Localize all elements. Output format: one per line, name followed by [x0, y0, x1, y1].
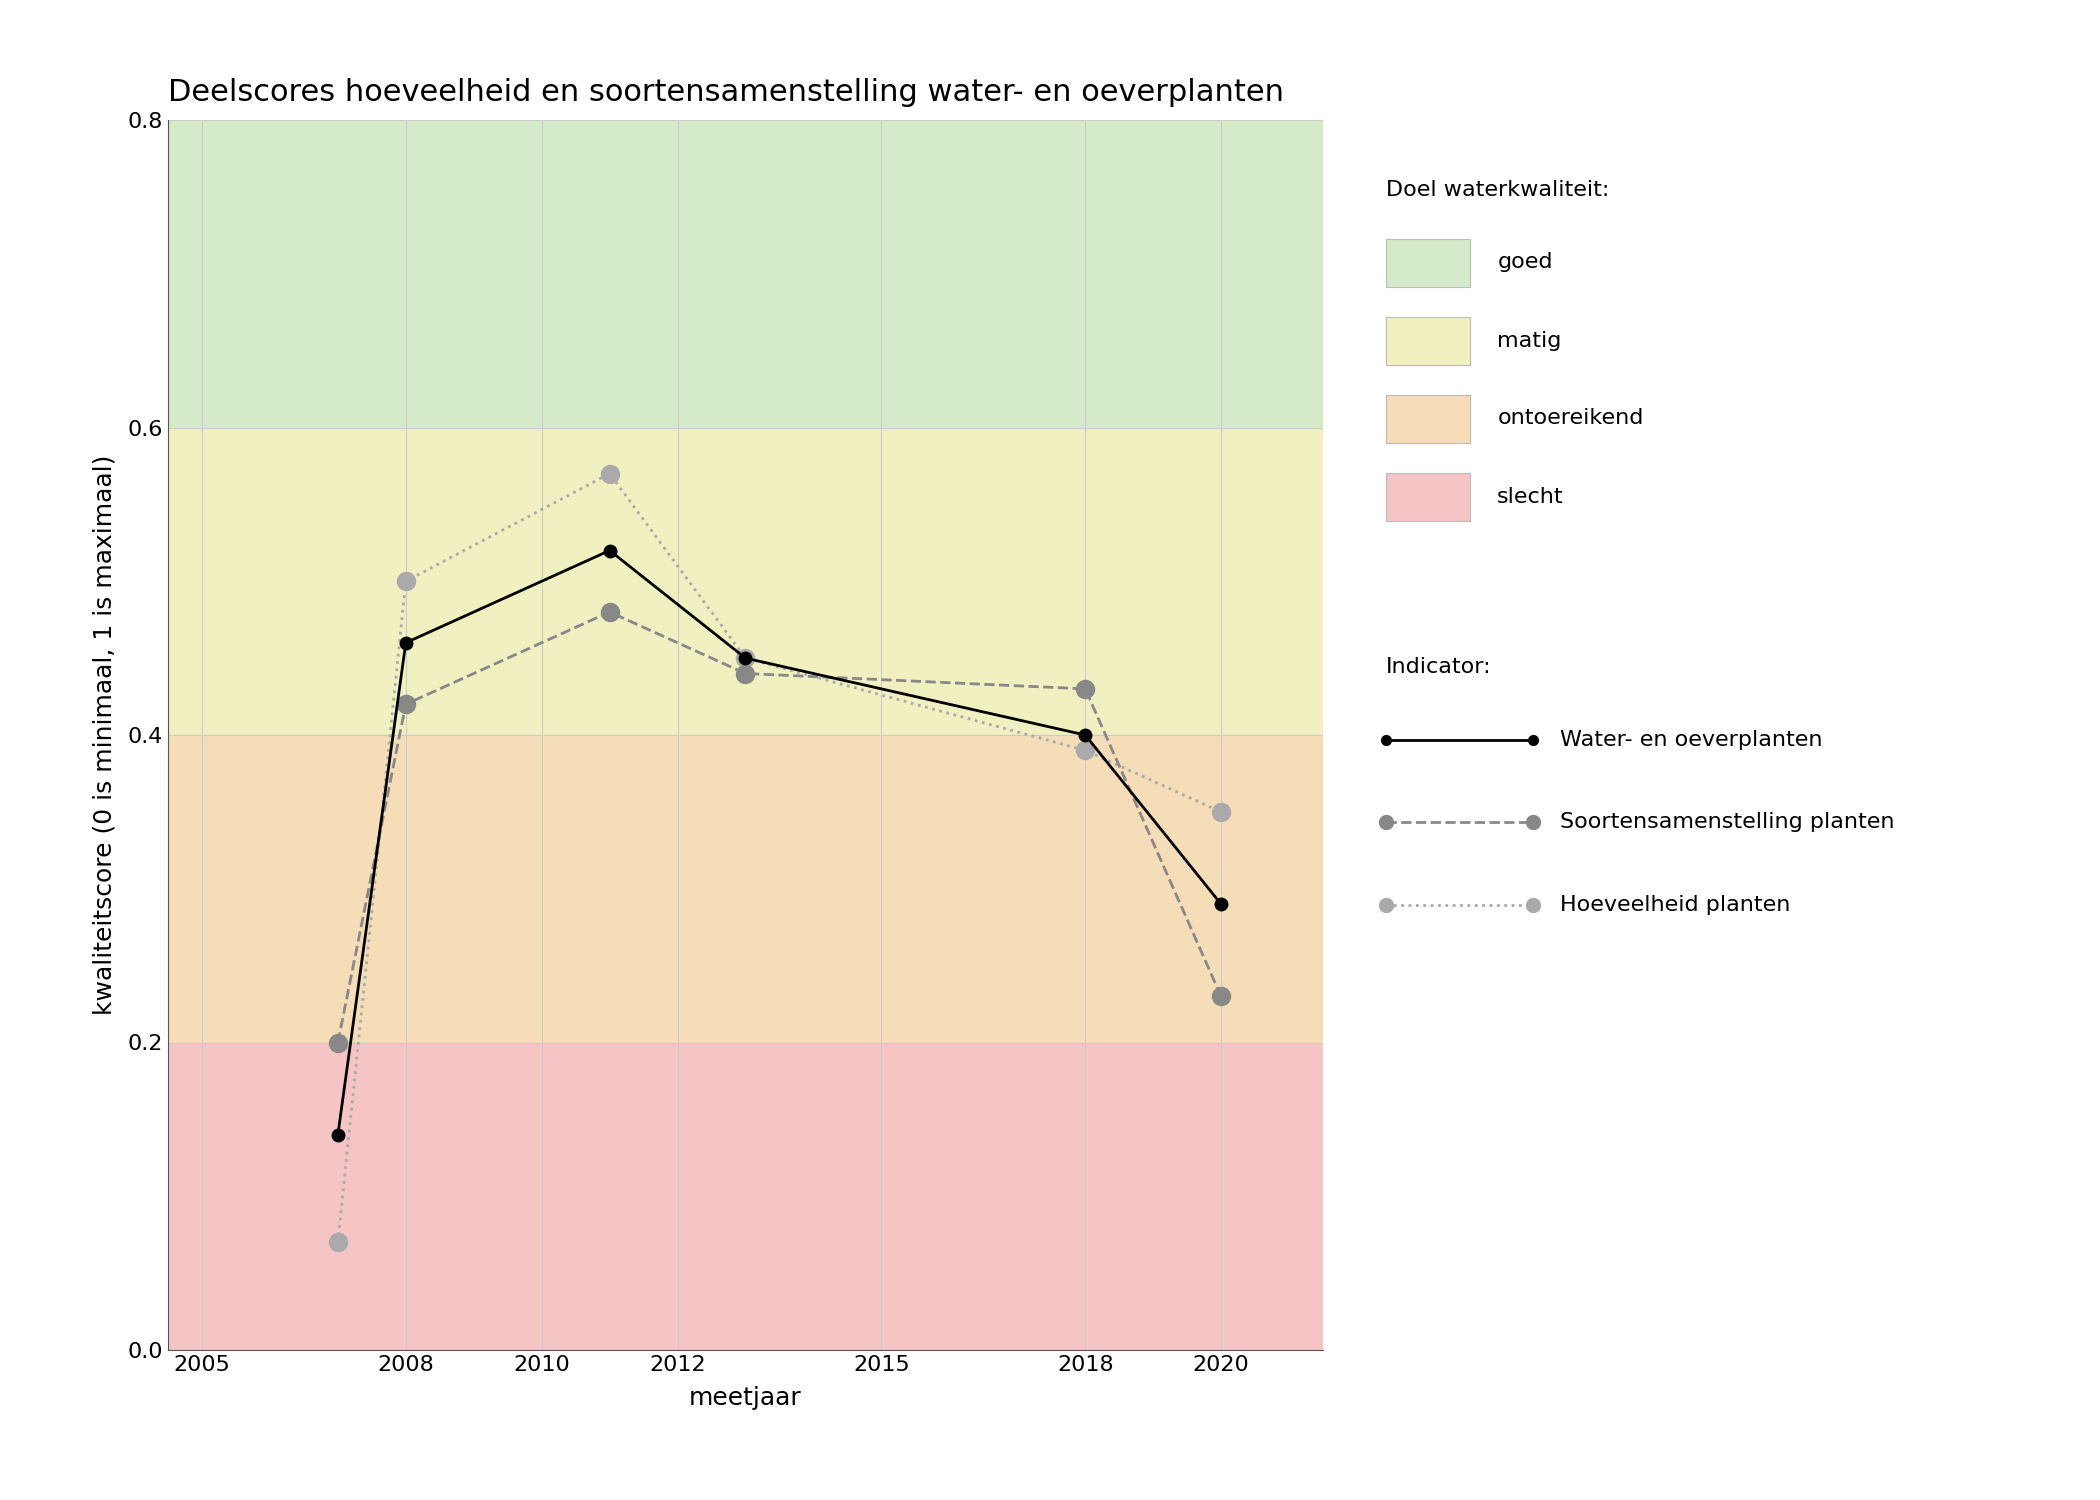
- Bar: [168, 120, 1323, 427]
- Soortensamenstelling planten: [733, 664, 758, 682]
- Text: Deelscores hoeveelheid en soortensamenstelling water- en oeverplanten: Deelscores hoeveelheid en soortensamenst…: [168, 78, 1283, 106]
- Text: slecht: slecht: [1497, 486, 1564, 507]
- Water- en oeverplanten: [326, 1125, 351, 1143]
- Line: Soortensamenstelling planten: Soortensamenstelling planten: [330, 603, 1231, 1052]
- Water- en oeverplanten: [1073, 726, 1098, 744]
- Water- en oeverplanten: [1208, 896, 1233, 914]
- Text: Doel waterkwaliteit:: Doel waterkwaliteit:: [1386, 180, 1609, 200]
- Hoeveelheid planten: [1073, 741, 1098, 759]
- Line: Water- en oeverplanten: Water- en oeverplanten: [332, 544, 1226, 1142]
- Hoeveelheid planten: [393, 573, 418, 591]
- Soortensamenstelling planten: [596, 603, 622, 621]
- Water- en oeverplanten: [596, 542, 622, 560]
- Bar: [168, 735, 1323, 1042]
- Text: Water- en oeverplanten: Water- en oeverplanten: [1560, 729, 1823, 750]
- Hoeveelheid planten: [326, 1233, 351, 1251]
- Hoeveelheid planten: [596, 465, 622, 483]
- Hoeveelheid planten: [733, 650, 758, 668]
- Line: Hoeveelheid planten: Hoeveelheid planten: [330, 465, 1231, 1251]
- Text: Indicator:: Indicator:: [1386, 657, 1491, 676]
- Text: goed: goed: [1497, 252, 1552, 273]
- Water- en oeverplanten: [393, 633, 418, 651]
- Text: Hoeveelheid planten: Hoeveelheid planten: [1560, 894, 1791, 915]
- X-axis label: meetjaar: meetjaar: [689, 1386, 802, 1410]
- Soortensamenstelling planten: [1073, 680, 1098, 698]
- Soortensamenstelling planten: [1208, 987, 1233, 1005]
- Bar: [168, 427, 1323, 735]
- Water- en oeverplanten: [733, 650, 758, 668]
- Hoeveelheid planten: [1208, 802, 1233, 820]
- Text: Soortensamenstelling planten: Soortensamenstelling planten: [1560, 812, 1894, 832]
- Y-axis label: kwaliteitscore (0 is minimaal, 1 is maximaal): kwaliteitscore (0 is minimaal, 1 is maxi…: [92, 454, 116, 1016]
- Soortensamenstelling planten: [393, 696, 418, 714]
- Bar: [168, 1042, 1323, 1350]
- Soortensamenstelling planten: [326, 1034, 351, 1052]
- Text: matig: matig: [1497, 330, 1562, 351]
- Text: ontoereikend: ontoereikend: [1497, 408, 1644, 429]
